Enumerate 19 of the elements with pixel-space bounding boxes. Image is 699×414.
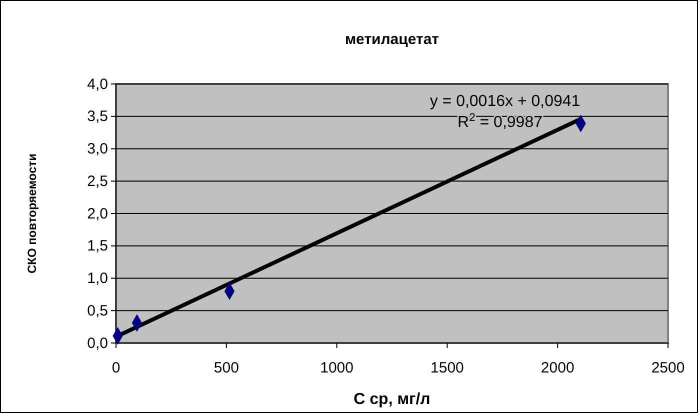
y-tick-label: 2,0 (87, 205, 108, 222)
y-tick-label: 1,0 (87, 270, 108, 288)
y-tick-label: 4,0 (87, 76, 108, 93)
y-axis-title: СКО повторяемости (25, 153, 39, 274)
y-tick-label: 0,5 (87, 302, 108, 320)
y-tick-label: 1,5 (87, 238, 108, 255)
y-tick-label: 0,0 (87, 334, 108, 352)
chart-title: метилацетат (344, 31, 440, 48)
x-tick-label: 1000 (320, 360, 354, 377)
y-tick-label: 3,5 (87, 108, 108, 126)
x-tick-label: 2500 (651, 360, 685, 377)
y-tick-label: 3,0 (87, 140, 108, 158)
annotation: y = 0,0016x + 0,0941 (430, 93, 580, 110)
x-axis-title: С ср, мг/л (354, 391, 430, 408)
x-tick-label: 1500 (430, 360, 464, 377)
x-tick-label: 500 (214, 360, 239, 377)
y-tick-label: 2,5 (87, 172, 108, 190)
x-tick-label: 2000 (540, 360, 574, 377)
x-tick-label: 0 (112, 360, 120, 377)
